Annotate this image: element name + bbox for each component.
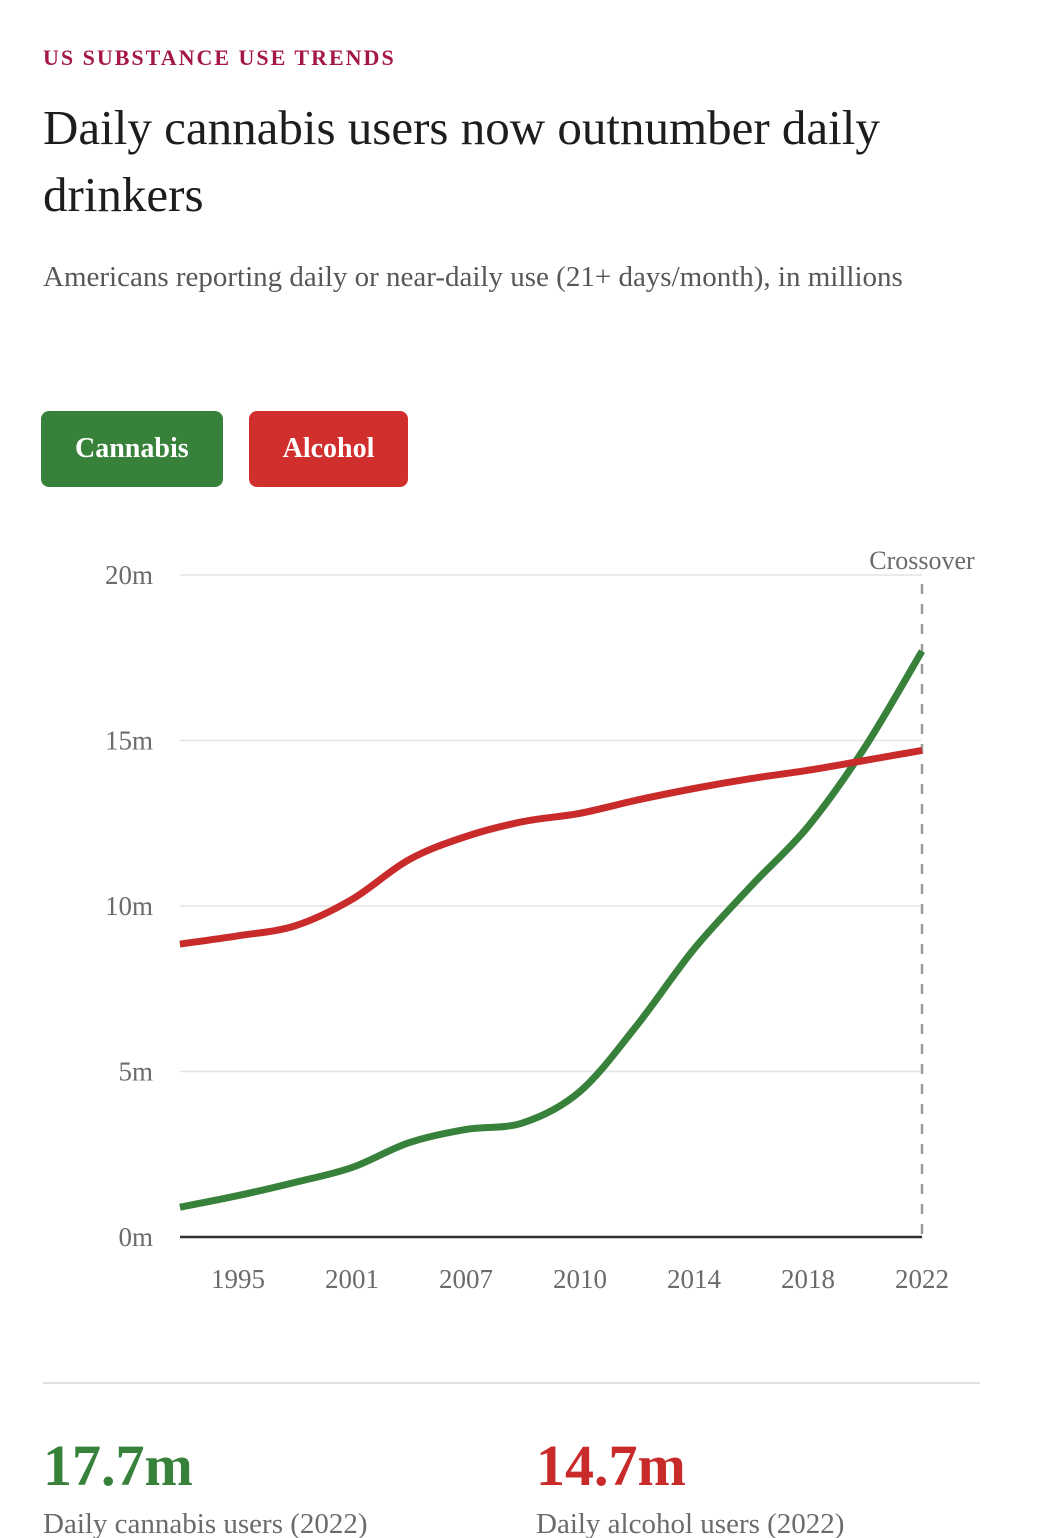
cannabis-legend-button[interactable]: Cannabis — [41, 411, 223, 487]
alcohol-stat: 14.7m Daily alcohol users (2022) — [536, 1436, 1029, 1538]
divider — [43, 1382, 980, 1384]
alcohol-legend-button[interactable]: Alcohol — [248, 411, 409, 487]
y-axis-label-0m: 0m — [118, 1222, 153, 1252]
alcohol-stat-label: Daily alcohol users (2022) — [536, 1508, 845, 1538]
cannabis-stat-label: Daily cannabis users (2022) — [43, 1508, 368, 1538]
x-axis-label-2007: 2007 — [439, 1264, 493, 1294]
stats-row: 17.7m Daily cannabis users (2022) 14.7m … — [43, 1436, 1029, 1538]
y-axis-label-10m: 10m — [105, 891, 153, 921]
alcohol-trend-line — [179, 746, 923, 948]
x-axis-label-2022: 2022 — [895, 1264, 949, 1294]
line-chart: 0m 5m 10m 15m 20m Crossover 1995 2001 2007 2010 20… — [0, 540, 1044, 1310]
x-axis-label-2001: 2001 — [325, 1264, 379, 1294]
series-legend: Cannabis Alcohol — [41, 411, 409, 487]
y-axis-label-15m: 15m — [105, 726, 153, 756]
x-axis-label-2018: 2018 — [781, 1264, 835, 1294]
cannabis-trend-line — [179, 649, 926, 1211]
x-axis-label-1995: 1995 — [211, 1264, 265, 1294]
cannabis-stat-value: 17.7m — [43, 1433, 193, 1498]
trend-chart-svg: 0m 5m 10m 15m 20m Crossover 1995 2001 2007 2010 20… — [105, 546, 975, 1294]
alcohol-stat-value: 14.7m — [536, 1433, 686, 1498]
kicker: US SUBSTANCE USE TRENDS — [43, 45, 396, 70]
page-title: Daily cannabis users now outnumber daily… — [43, 100, 880, 222]
x-axis-label-2010: 2010 — [553, 1264, 607, 1294]
subtitle: Americans reporting daily or near-daily … — [43, 261, 903, 293]
x-axis-label-2014: 2014 — [667, 1264, 722, 1294]
cannabis-stat: 17.7m Daily cannabis users (2022) — [43, 1436, 536, 1538]
crossover-annotation-label: Crossover — [869, 546, 975, 575]
y-axis-label-20m: 20m — [105, 560, 153, 590]
y-axis-label-5m: 5m — [118, 1057, 153, 1087]
